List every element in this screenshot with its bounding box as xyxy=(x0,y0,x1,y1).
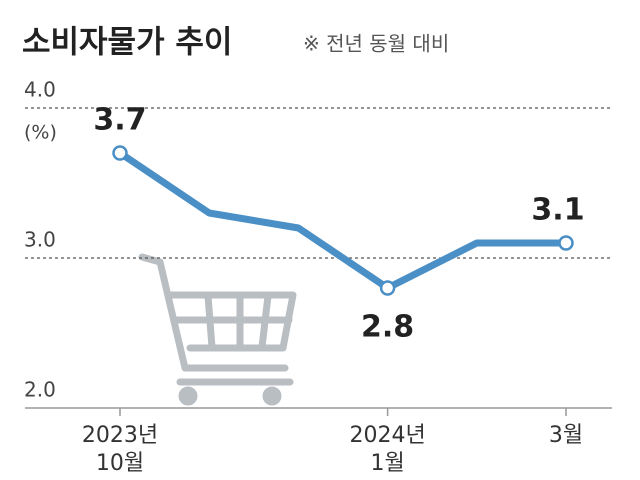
x-tick-label: 2024년 1월 xyxy=(349,423,426,476)
cart-icon xyxy=(138,253,297,406)
y-tick-label: 4.0 xyxy=(24,78,56,102)
data-label: 2.8 xyxy=(361,310,414,345)
x-tick-label: 3월 xyxy=(548,423,584,448)
y-unit-label: (%) xyxy=(24,122,57,144)
point xyxy=(379,280,396,296)
y-tick-label: 3.0 xyxy=(24,228,56,252)
data-label: 3.1 xyxy=(531,193,584,228)
x-tick-label: 2023년 10월 xyxy=(81,423,159,476)
data-label: 3.7 xyxy=(93,103,146,138)
y-tick-label: 2.0 xyxy=(24,378,56,402)
chart-title: 소비자물가 추이 xyxy=(22,25,232,61)
chart-subtitle: ※ 전년 동월 대비 xyxy=(303,32,449,56)
point xyxy=(558,235,574,251)
line xyxy=(118,150,566,292)
point xyxy=(112,145,128,161)
